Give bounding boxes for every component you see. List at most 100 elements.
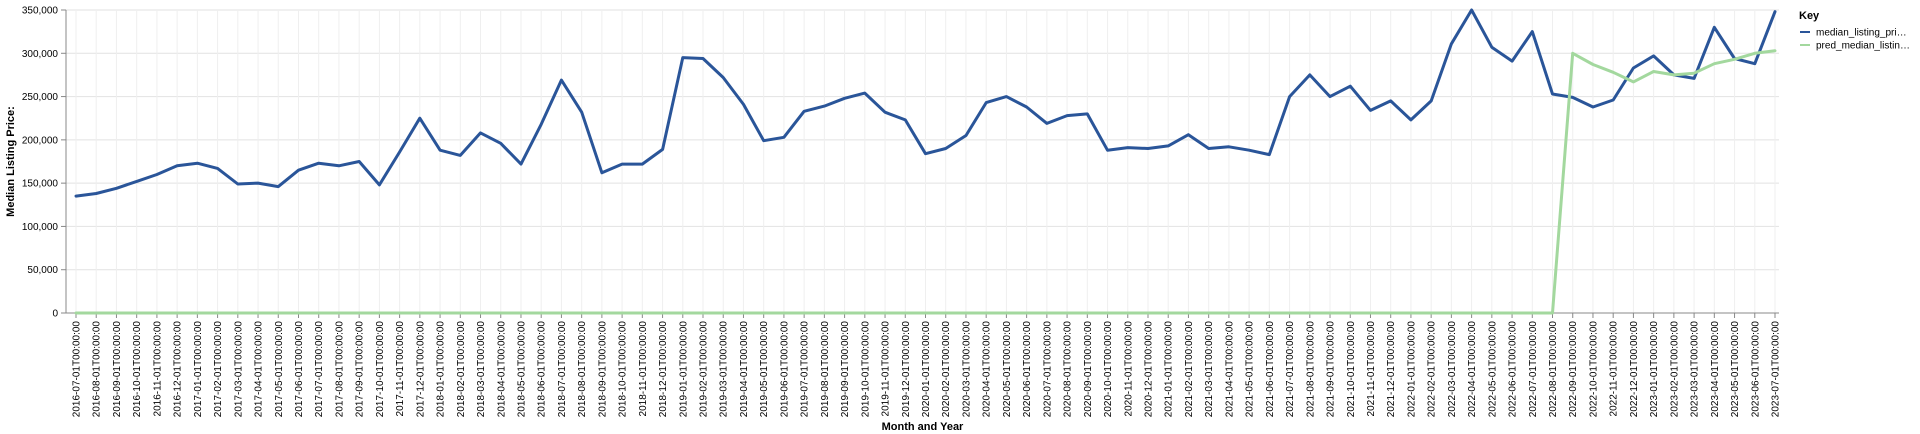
x-tick-label: 2018-07-01T00:00:00 <box>557 321 568 418</box>
x-tick-label: 2021-07-01T00:00:00 <box>1285 321 1296 418</box>
x-tick-label: 2022-09-01T00:00:00 <box>1568 321 1579 418</box>
x-tick-label: 2020-07-01T00:00:00 <box>1042 321 1053 418</box>
x-tick-label: 2023-06-01T00:00:00 <box>1750 321 1761 418</box>
x-tick-label: 2018-03-01T00:00:00 <box>476 321 487 418</box>
y-tick-label: 200,000 <box>22 135 59 146</box>
gridlines <box>66 9 1779 314</box>
x-tick-label: 2022-08-01T00:00:00 <box>1548 321 1559 418</box>
x-tick-label: 2022-07-01T00:00:00 <box>1528 321 1539 418</box>
x-tick-label: 2018-11-01T00:00:00 <box>638 321 649 417</box>
x-tick-label: 2017-10-01T00:00:00 <box>375 321 386 418</box>
series-lines <box>74 8 1777 315</box>
series-line-1 <box>74 8 1777 198</box>
y-tick-label: 250,000 <box>22 92 59 103</box>
x-tick-label: 2023-07-01T00:00:00 <box>1771 321 1782 418</box>
x-tick-label: 2021-08-01T00:00:00 <box>1305 321 1316 418</box>
x-tick-label: 2016-10-01T00:00:00 <box>132 321 143 418</box>
x-tick-label: 2016-07-01T00:00:00 <box>72 321 83 418</box>
x-tick-label: 2017-04-01T00:00:00 <box>254 321 265 418</box>
x-tick-label: 2021-04-01T00:00:00 <box>1224 321 1235 418</box>
x-tick-label: 2018-04-01T00:00:00 <box>496 321 507 418</box>
x-tick-label: 2019-06-01T00:00:00 <box>779 321 790 418</box>
x-tick-label: 2017-02-01T00:00:00 <box>213 321 224 418</box>
x-tick-label: 2020-11-01T00:00:00 <box>1123 321 1134 417</box>
x-tick-label: 2022-10-01T00:00:00 <box>1588 321 1599 418</box>
x-tick-label: 2019-03-01T00:00:00 <box>719 321 730 418</box>
x-tick-label: 2020-09-01T00:00:00 <box>1083 321 1094 418</box>
x-tick-label: 2018-12-01T00:00:00 <box>658 321 669 418</box>
axes <box>65 10 1779 314</box>
x-tick-label: 2018-05-01T00:00:00 <box>516 321 527 418</box>
x-tick-label: 2020-05-01T00:00:00 <box>1002 321 1013 418</box>
x-tick-label: 2020-01-01T00:00:00 <box>921 321 932 418</box>
x-tick-label: 2023-03-01T00:00:00 <box>1690 321 1701 418</box>
y-tick-label: 350,000 <box>22 6 59 17</box>
x-tick-label: 2016-09-01T00:00:00 <box>112 321 123 418</box>
x-tick-label: 2019-07-01T00:00:00 <box>800 321 811 418</box>
x-tick-label: 2019-05-01T00:00:00 <box>759 321 770 418</box>
x-tick-label: 2019-11-01T00:00:00 <box>881 321 892 417</box>
x-tick-label: 2020-06-01T00:00:00 <box>1022 321 1033 418</box>
x-tick-label: 2022-05-01T00:00:00 <box>1487 321 1498 418</box>
x-tick-label: 2020-02-01T00:00:00 <box>941 321 952 418</box>
x-tick-label: 2018-08-01T00:00:00 <box>577 321 588 418</box>
y-tick-label: 150,000 <box>22 179 59 190</box>
x-tick-label: 2019-12-01T00:00:00 <box>901 321 912 418</box>
x-tick-label: 2017-07-01T00:00:00 <box>314 321 325 418</box>
x-tick-label: 2017-09-01T00:00:00 <box>355 321 366 418</box>
x-tick-label: 2020-10-01T00:00:00 <box>1103 321 1114 418</box>
x-axis-ticks: 2016-07-01T00:00:00 2016-08-01T00:00:00 20… <box>72 313 1782 417</box>
x-tick-label: 2022-04-01T00:00:00 <box>1467 321 1478 418</box>
x-tick-label: 2022-02-01T00:00:00 <box>1427 321 1438 418</box>
x-tick-label: 2018-09-01T00:00:00 <box>597 321 608 418</box>
x-tick-label: 2020-12-01T00:00:00 <box>1143 321 1154 418</box>
x-tick-label: 2017-01-01T00:00:00 <box>193 321 204 418</box>
x-tick-label: 2019-08-01T00:00:00 <box>820 321 831 418</box>
x-tick-label: 2020-08-01T00:00:00 <box>1063 321 1074 418</box>
y-axis-ticks: 0 50,000 100,000 150,000 200,000 250,000 300,0… <box>22 6 66 320</box>
x-tick-label: 2019-04-01T00:00:00 <box>739 321 750 418</box>
x-tick-label: 2020-04-01T00:00:00 <box>982 321 993 418</box>
x-tick-label: 2017-03-01T00:00:00 <box>233 321 244 418</box>
x-tick-label: 2018-01-01T00:00:00 <box>436 321 447 418</box>
legend-items: median_listing_pri… pred_median_listin… <box>1800 28 1910 52</box>
x-tick-label: 2017-08-01T00:00:00 <box>334 321 345 418</box>
series-line-2 <box>74 49 1777 315</box>
x-tick-label: 2021-09-01T00:00:00 <box>1326 321 1337 418</box>
y-axis-title: Median Listing Price: <box>5 106 17 217</box>
x-tick-label: 2023-05-01T00:00:00 <box>1730 321 1741 418</box>
x-tick-label: 2023-02-01T00:00:00 <box>1669 321 1680 418</box>
legend-label-2: pred_median_listin… <box>1816 41 1910 52</box>
y-tick-label: 300,000 <box>22 49 59 60</box>
x-tick-label: 2017-06-01T00:00:00 <box>294 321 305 418</box>
x-tick-label: 2021-06-01T00:00:00 <box>1265 321 1276 418</box>
x-tick-label: 2019-01-01T00:00:00 <box>678 321 689 418</box>
x-tick-label: 2016-08-01T00:00:00 <box>92 321 103 418</box>
x-tick-label: 2021-05-01T00:00:00 <box>1245 321 1256 418</box>
x-tick-label: 2018-10-01T00:00:00 <box>618 321 629 418</box>
legend-title: Key <box>1799 10 1820 22</box>
x-tick-label: 2021-01-01T00:00:00 <box>1164 321 1175 418</box>
y-tick-label: 100,000 <box>22 222 59 233</box>
x-tick-label: 2023-04-01T00:00:00 <box>1710 321 1721 418</box>
y-tick-label: 0 <box>52 309 58 320</box>
x-tick-label: 2017-12-01T00:00:00 <box>415 321 426 418</box>
x-tick-label: 2022-06-01T00:00:00 <box>1508 321 1519 418</box>
x-tick-label: 2023-01-01T00:00:00 <box>1649 321 1660 418</box>
x-tick-label: 2021-11-01T00:00:00 <box>1366 321 1377 417</box>
x-tick-label: 2018-02-01T00:00:00 <box>456 321 467 418</box>
legend: Key median_listing_pri… pred_median_listi… <box>1799 10 1910 52</box>
x-tick-label: 2019-10-01T00:00:00 <box>860 321 871 418</box>
x-axis-title: Month and Year <box>882 421 964 433</box>
x-tick-label: 2018-06-01T00:00:00 <box>537 321 548 418</box>
x-tick-label: 2022-11-01T00:00:00 <box>1609 321 1620 417</box>
x-tick-label: 2019-09-01T00:00:00 <box>840 321 851 418</box>
x-tick-label: 2022-12-01T00:00:00 <box>1629 321 1640 418</box>
x-tick-label: 2016-11-01T00:00:00 <box>152 321 163 417</box>
x-tick-label: 2022-01-01T00:00:00 <box>1406 321 1417 418</box>
x-tick-label: 2016-12-01T00:00:00 <box>173 321 184 418</box>
x-tick-label: 2017-11-01T00:00:00 <box>395 321 406 417</box>
x-tick-label: 2021-02-01T00:00:00 <box>1184 321 1195 418</box>
x-tick-label: 2020-03-01T00:00:00 <box>961 321 972 418</box>
